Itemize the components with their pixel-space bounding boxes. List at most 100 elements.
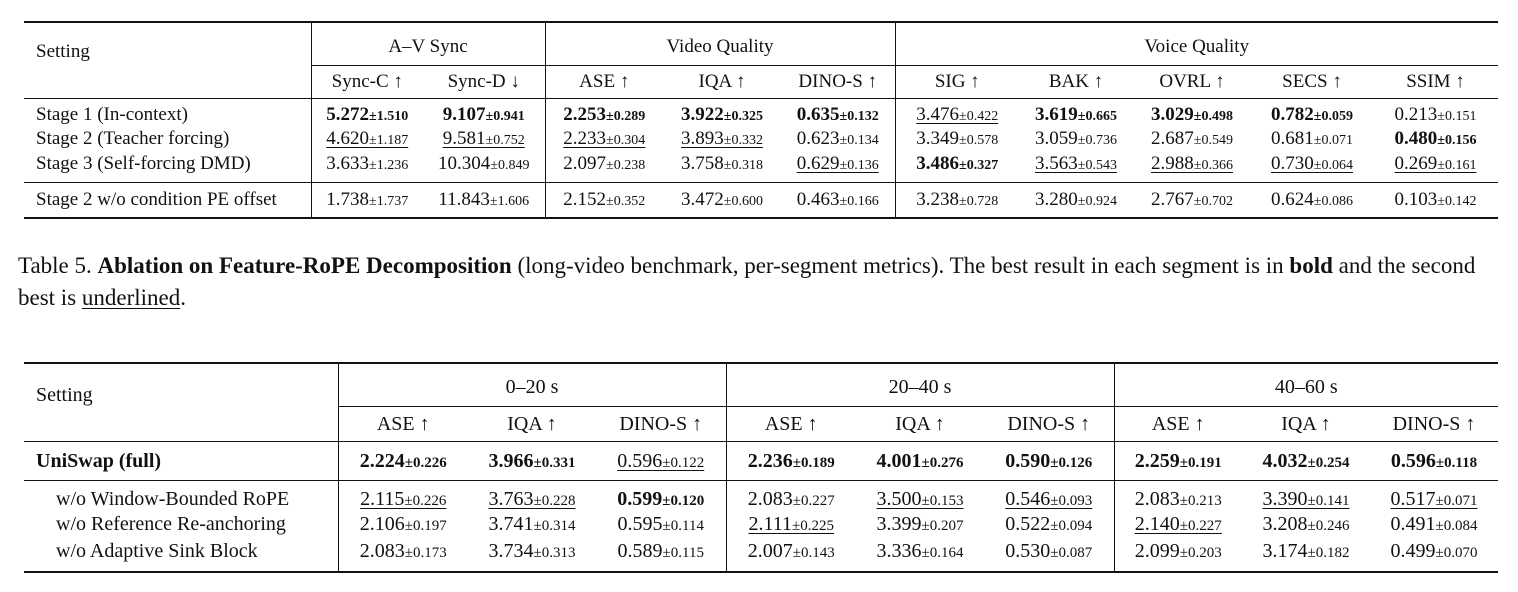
metric-cell: 3.734±0.313 xyxy=(468,538,596,572)
metric-std: ±0.161 xyxy=(1437,157,1477,173)
metric-value-wrap: 4.032±0.254 xyxy=(1263,450,1350,472)
metric-value-wrap: 0.635±0.132 xyxy=(797,104,879,125)
metric-cell: 2.083±0.213 xyxy=(1114,481,1242,512)
metric-cell: 0.269±0.161 xyxy=(1373,151,1498,183)
metric-cell: 0.782±0.059 xyxy=(1251,99,1373,127)
table-row: w/o Window-Bounded RoPE 2.115±0.226 3.763±… xyxy=(24,480,1498,512)
metric-std: ±0.197 xyxy=(404,518,447,534)
metric-value: 3.966 xyxy=(488,449,534,472)
metric-std: ±0.254 xyxy=(1307,454,1350,471)
caption-text: (long-video benchmark, per-segment metri… xyxy=(511,253,1290,278)
table-row: Stage 1 (In-context) 5.272±1.510 9.107±0.9… xyxy=(24,98,1498,127)
table-caption: Table 5. Ablation on Feature-RoPE Decomp… xyxy=(18,250,1508,314)
metric-value: 2.988 xyxy=(1151,152,1194,174)
metric-cell: 0.595±0.114 xyxy=(596,511,727,538)
metric-std: ±0.227 xyxy=(1179,518,1222,534)
metric-value: 4.001 xyxy=(876,449,922,472)
metric-value-wrap: 3.619±0.665 xyxy=(1035,104,1117,125)
metric-std: ±0.849 xyxy=(490,157,530,173)
metric-std: ±0.752 xyxy=(485,132,525,148)
metric-value: 3.893 xyxy=(681,127,724,149)
metric-std: ±0.143 xyxy=(792,545,835,561)
metric-value: 0.546 xyxy=(1005,487,1051,510)
metric-value: 10.304 xyxy=(438,152,491,174)
metric-value: 0.596 xyxy=(617,449,663,472)
metric-value-wrap: 2.083±0.227 xyxy=(748,488,835,510)
metric-value: 3.563 xyxy=(1035,152,1078,174)
metric-value: 2.687 xyxy=(1151,127,1194,149)
metric-std: ±0.352 xyxy=(606,194,646,209)
metric-value-wrap: 3.472±0.600 xyxy=(681,189,763,210)
metric-value: 2.767 xyxy=(1151,189,1194,210)
metric-value: 2.106 xyxy=(359,513,405,535)
metric-value-wrap: 3.349±0.578 xyxy=(916,128,998,149)
metric-cell: 2.687±0.549 xyxy=(1133,126,1251,151)
metric-value-wrap: 3.486±0.327 xyxy=(916,153,998,174)
metric-std: ±0.084 xyxy=(1435,518,1478,534)
table-row: Stage 2 (Teacher forcing) 4.620±1.187 9.58… xyxy=(24,126,1498,151)
metric-value-wrap: 3.059±0.736 xyxy=(1035,128,1117,149)
metric-value-wrap: 3.280±0.924 xyxy=(1035,189,1117,210)
metric-value: 2.083 xyxy=(1134,487,1180,510)
metric-value-wrap: 2.115±0.226 xyxy=(360,488,446,510)
row-setting: w/o Reference Re-anchoring xyxy=(24,511,339,538)
metric-cell: 3.922±0.325 xyxy=(663,99,781,127)
metric-cell: 3.563±0.543 xyxy=(1019,151,1133,183)
metric-value-wrap: 2.099±0.203 xyxy=(1135,540,1222,562)
row-setting: w/o Adaptive Sink Block xyxy=(24,538,339,572)
metric-cell: 0.546±0.093 xyxy=(984,480,1115,511)
metric-value: 3.486 xyxy=(916,152,960,174)
metric-std: ±1.606 xyxy=(489,194,530,209)
metric-value: 0.730 xyxy=(1271,152,1314,174)
metric-value-wrap: 2.083±0.173 xyxy=(360,540,447,562)
column-header: ASE ↑ xyxy=(1114,406,1242,442)
metric-value-wrap: 0.546±0.093 xyxy=(1005,488,1092,510)
metric-cell: 3.174±0.182 xyxy=(1242,538,1370,572)
metric-value: 3.758 xyxy=(681,152,724,174)
metric-cell: 0.530±0.087 xyxy=(984,538,1115,572)
metric-value-wrap: 2.224±0.226 xyxy=(360,450,447,472)
metric-cell: 2.099±0.203 xyxy=(1114,538,1242,572)
metric-value-wrap: 2.767±0.702 xyxy=(1151,189,1233,210)
metric-value-wrap: 0.589±0.115 xyxy=(618,540,704,562)
metric-std: ±0.120 xyxy=(662,492,705,509)
column-header: SECS ↑ xyxy=(1251,65,1373,99)
metric-cell: 2.140±0.227 xyxy=(1114,511,1242,538)
metric-value-wrap: 3.734±0.313 xyxy=(489,540,576,562)
metric-cell: 3.349±0.578 xyxy=(895,126,1019,151)
metric-std: ±0.203 xyxy=(1179,545,1222,561)
metric-cell: 1.738±1.737 xyxy=(311,182,423,218)
metric-cell: 0.624±0.086 xyxy=(1251,182,1373,218)
metric-std: ±0.086 xyxy=(1313,194,1353,209)
metric-value-wrap: 3.390±0.141 xyxy=(1263,488,1350,510)
ablation-table-feature-rope: Setting 0–20 s 20–40 s 40–60 s ASE ↑ IQA… xyxy=(24,362,1498,573)
metric-value: 3.174 xyxy=(1262,540,1308,562)
metric-cell: 3.619±0.665 xyxy=(1019,99,1133,127)
metric-cell: 3.059±0.736 xyxy=(1019,126,1133,151)
metric-value-wrap: 10.304±0.849 xyxy=(438,153,529,174)
caption-text: . xyxy=(180,285,186,310)
metric-std: ±0.313 xyxy=(533,545,576,561)
metric-std: ±0.327 xyxy=(959,157,999,173)
metric-cell: 4.620±1.187 xyxy=(311,126,423,151)
metric-cell: 11.843±1.606 xyxy=(423,182,546,218)
metric-cell: 3.500±0.153 xyxy=(856,481,984,512)
metric-std: ±0.289 xyxy=(606,109,646,124)
metric-value: 3.763 xyxy=(488,487,534,510)
metric-value-wrap: 2.259±0.191 xyxy=(1135,450,1222,472)
metric-value-wrap: 0.681±0.071 xyxy=(1271,128,1353,149)
metric-std: ±0.225 xyxy=(792,518,834,534)
metric-value-wrap: 4.001±0.276 xyxy=(877,450,964,472)
metric-value-wrap: 2.253±0.289 xyxy=(563,104,645,125)
setting-header: Setting xyxy=(24,22,312,99)
metric-cell: 3.238±0.728 xyxy=(895,182,1019,218)
metric-cell: 3.208±0.246 xyxy=(1242,511,1370,538)
metric-cell: 3.763±0.228 xyxy=(468,481,596,512)
metric-value-wrap: 3.633±1.236 xyxy=(326,153,408,174)
metric-value-wrap: 3.966±0.331 xyxy=(489,450,576,472)
setting-header: Setting xyxy=(24,363,339,442)
metric-std: ±0.182 xyxy=(1307,545,1350,561)
metric-cell: 4.001±0.276 xyxy=(856,441,984,481)
metric-std: ±0.941 xyxy=(485,109,525,124)
metric-value-wrap: 5.272±1.510 xyxy=(326,104,408,125)
